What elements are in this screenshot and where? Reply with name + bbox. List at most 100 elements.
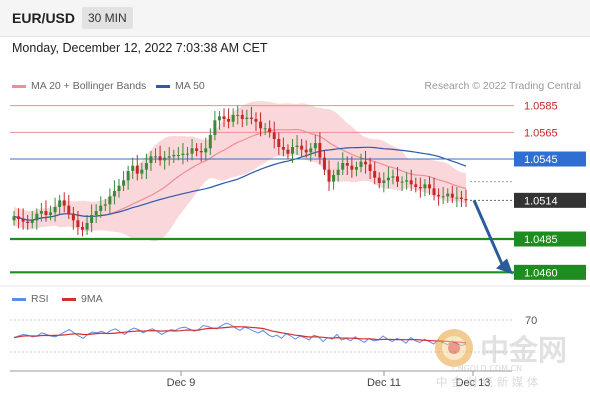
candle-body — [49, 212, 53, 215]
candle-body — [254, 119, 258, 122]
forecast-layer — [472, 199, 513, 275]
candle-body — [30, 220, 34, 223]
watermark-tagline: 中 金 财 经 新 媒 体 — [436, 375, 539, 389]
bollinger-band-layer — [14, 101, 466, 242]
candle-body — [53, 207, 57, 213]
candle-body — [304, 149, 308, 153]
candle-body — [122, 180, 126, 186]
forecast-arrow-shaft — [472, 199, 505, 267]
level-tag-1.0485 — [514, 231, 586, 247]
candle-body — [427, 184, 431, 189]
candle-body — [409, 180, 413, 185]
chart-header: EUR/USD 30 MIN — [0, 0, 590, 37]
candle-body — [103, 204, 107, 206]
candle-body — [85, 223, 89, 230]
level-label-1.0585: 1.0585 — [524, 101, 558, 113]
candle-body — [464, 199, 468, 201]
bollinger-band — [14, 101, 466, 242]
candle-body — [268, 128, 272, 133]
candles-layer — [12, 105, 468, 237]
currency-pair-title: EUR/USD — [12, 10, 76, 26]
rsi-level-label: 70 — [525, 315, 537, 327]
candle-body — [300, 145, 304, 150]
rsi-ma-label: 9MA — [81, 293, 103, 305]
candle-body — [190, 148, 194, 154]
candle-body — [213, 120, 217, 135]
candle-body — [195, 148, 199, 151]
level-label-1.0485: 1.0485 — [524, 234, 558, 246]
candle-body — [455, 197, 459, 199]
candle-body — [437, 195, 441, 197]
candle-body — [263, 128, 267, 130]
candle-body — [131, 165, 135, 171]
candle-body — [99, 205, 103, 211]
moving-average-layer — [13, 128, 467, 221]
candle-body — [17, 216, 21, 219]
level-lines-layer — [10, 105, 514, 274]
ma50-label: MA 50 — [175, 80, 205, 92]
candle-body — [350, 165, 354, 170]
candle-body — [140, 169, 144, 174]
candle-body — [336, 169, 340, 175]
candle-body — [418, 187, 422, 189]
candle-body — [44, 211, 48, 215]
candle-body — [80, 227, 84, 230]
rsi-ma-swatch — [62, 297, 76, 301]
candle-body — [245, 117, 249, 119]
candle-body — [446, 193, 450, 197]
legend-ma50: MA 50 — [156, 80, 205, 92]
candle-body — [405, 180, 409, 182]
candle-body — [359, 161, 363, 167]
level-label-1.0514: 1.0514 — [524, 195, 558, 207]
candle-body — [112, 191, 116, 197]
candle-body — [181, 153, 185, 155]
level-tag-1.0460 — [514, 264, 586, 280]
watermark: 中金网 CNGOLD.COM.CN 中 金 财 经 新 媒 体 — [432, 327, 590, 397]
ma50-swatch — [156, 84, 170, 88]
candle-body — [217, 116, 221, 121]
x-tick-label: Dec 13 — [456, 377, 491, 389]
candle-body — [272, 132, 276, 139]
candle-body — [135, 165, 139, 174]
candle-body — [199, 151, 203, 153]
level-tag-1.0514 — [514, 192, 586, 208]
candle-body — [396, 176, 400, 182]
watermark-url: CNGOLD.COM.CN — [452, 364, 523, 373]
candle-body — [12, 216, 16, 221]
candle-body — [204, 148, 208, 153]
candle-body — [414, 184, 418, 187]
candle-body — [67, 205, 71, 214]
level-label-1.0545: 1.0545 — [524, 154, 558, 166]
candle-body — [26, 221, 30, 223]
ma50-line — [13, 146, 467, 221]
candle-body — [309, 148, 313, 153]
candle-body — [76, 220, 80, 227]
candle-body — [377, 177, 381, 183]
interval-badge[interactable]: 30 MIN — [82, 7, 133, 29]
candle-body — [291, 147, 295, 154]
rsi-ma-line — [13, 326, 467, 344]
candle-body — [21, 219, 25, 222]
rsi-panel: 70 — [0, 285, 590, 353]
candle-body — [295, 145, 299, 147]
level-label-1.0565: 1.0565 — [524, 127, 558, 139]
candle-body — [108, 196, 112, 205]
candle-body — [222, 116, 226, 119]
candle-body — [259, 121, 263, 129]
candle-body — [313, 143, 317, 149]
x-tick-label: Dec 9 — [167, 377, 196, 389]
candle-body — [126, 171, 130, 181]
ma20-swatch — [12, 84, 26, 88]
watermark-cn: 中金网 — [480, 333, 568, 367]
candle-body — [286, 149, 290, 154]
candle-body — [281, 147, 285, 150]
candle-body — [236, 115, 240, 116]
candle-body — [318, 143, 322, 158]
rsi-line — [13, 322, 467, 347]
rsi-label: RSI — [31, 293, 49, 305]
candle-body — [432, 188, 436, 195]
timestamp: Monday, December 12, 2022 7:03:38 AM CET — [12, 41, 268, 55]
level-tag-1.0545 — [514, 151, 586, 167]
candle-body — [117, 185, 121, 191]
